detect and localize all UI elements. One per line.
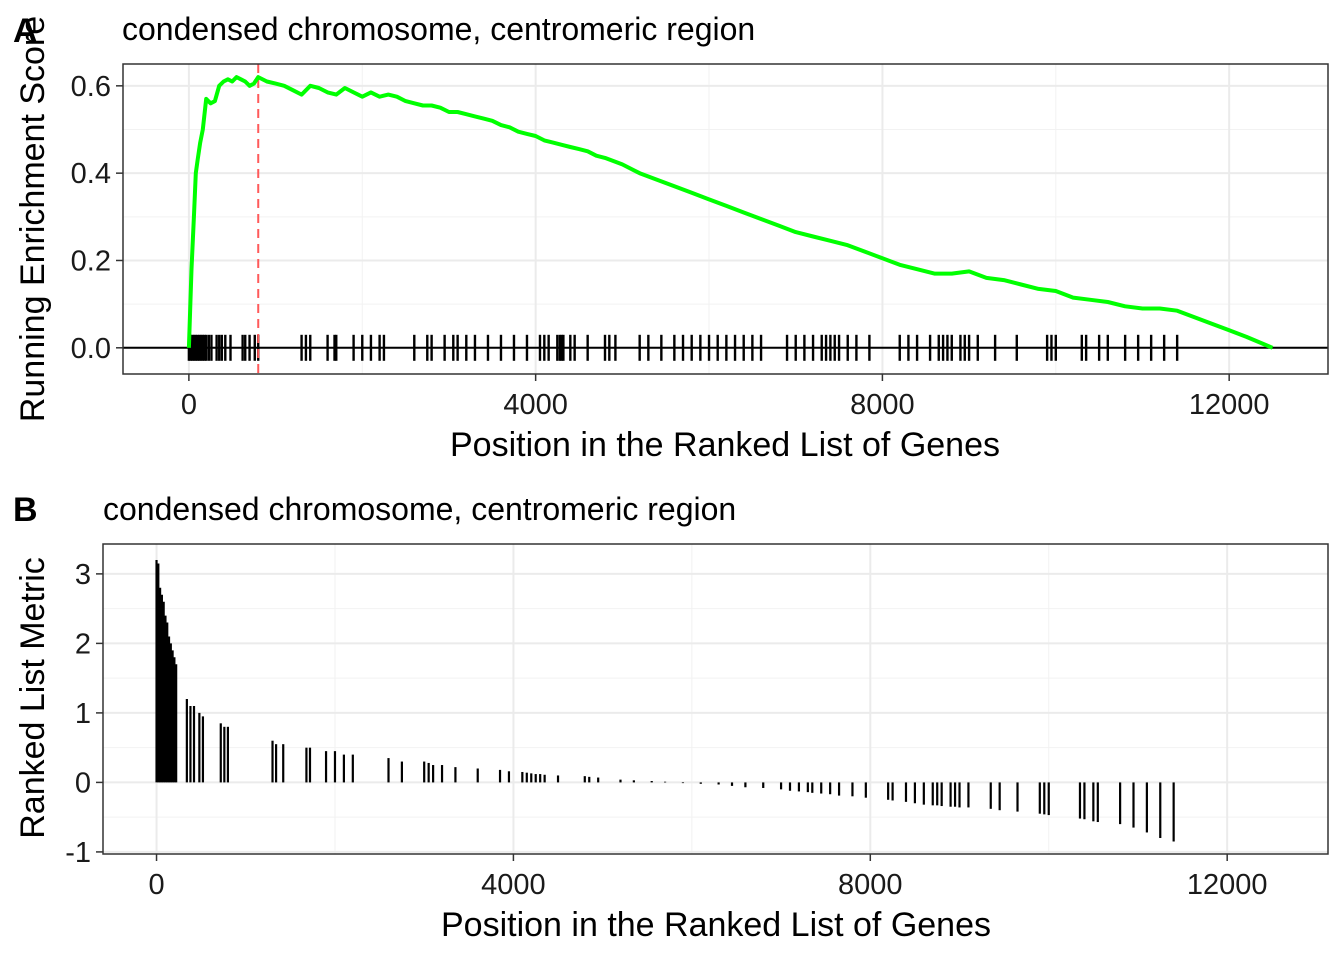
y-tick-label: 2 (75, 628, 91, 660)
x-tick-label: 12000 (1189, 389, 1270, 421)
panel-a-y-title: Running Enrichment Score (14, 16, 52, 422)
y-tick-label: 0.2 (71, 245, 111, 277)
panel-a-plot-area (123, 64, 1328, 374)
x-tick-label: 0 (181, 389, 197, 421)
panel-b-metric-bars (155, 559, 1175, 842)
panel-a-x-axis: 0 4000 8000 12000 (181, 374, 1270, 421)
x-tick-label: 8000 (850, 389, 915, 421)
panel-b-border (102, 543, 1329, 855)
y-tick-label: 0.4 (71, 158, 111, 190)
panel-a-running-es-line (186, 75, 1274, 350)
x-tick-label: 0 (148, 869, 164, 901)
panel-a-tag: A (13, 12, 38, 50)
y-tick-label: -1 (65, 837, 91, 869)
panel-b-tag: B (13, 491, 38, 529)
x-tick-label: 4000 (503, 389, 568, 421)
y-tick-label: 3 (75, 559, 91, 591)
panel-b-title: condensed chromosome, centromeric region (103, 491, 736, 527)
panel-b-y-title: Ranked List Metric (14, 557, 52, 839)
panel-a-y-axis: 0.0 0.2 0.4 0.6 (71, 71, 123, 365)
y-tick-label: 0 (75, 767, 91, 799)
y-tick-label: 1 (75, 698, 91, 730)
panel-a: A condensed chromosome, centromeric regi… (13, 11, 1329, 464)
panel-a-title: condensed chromosome, centromeric region (122, 11, 755, 47)
x-tick-label: 4000 (481, 869, 546, 901)
panel-a-x-title: Position in the Ranked List of Genes (450, 426, 1000, 464)
x-tick-label: 12000 (1187, 869, 1268, 901)
panel-b: B condensed chromosome, centromeric regi… (13, 491, 1329, 944)
panel-b-y-axis: -1 0 1 2 3 (65, 559, 103, 869)
y-tick-label: 0.6 (71, 71, 111, 103)
y-tick-label: 0.0 (71, 333, 111, 365)
x-tick-label: 8000 (838, 869, 903, 901)
panel-b-x-axis: 0 4000 8000 12000 (148, 854, 1268, 901)
panel-b-x-title: Position in the Ranked List of Genes (441, 906, 991, 944)
panel-a-border (122, 63, 1329, 375)
panel-b-plot-area (103, 544, 1328, 854)
